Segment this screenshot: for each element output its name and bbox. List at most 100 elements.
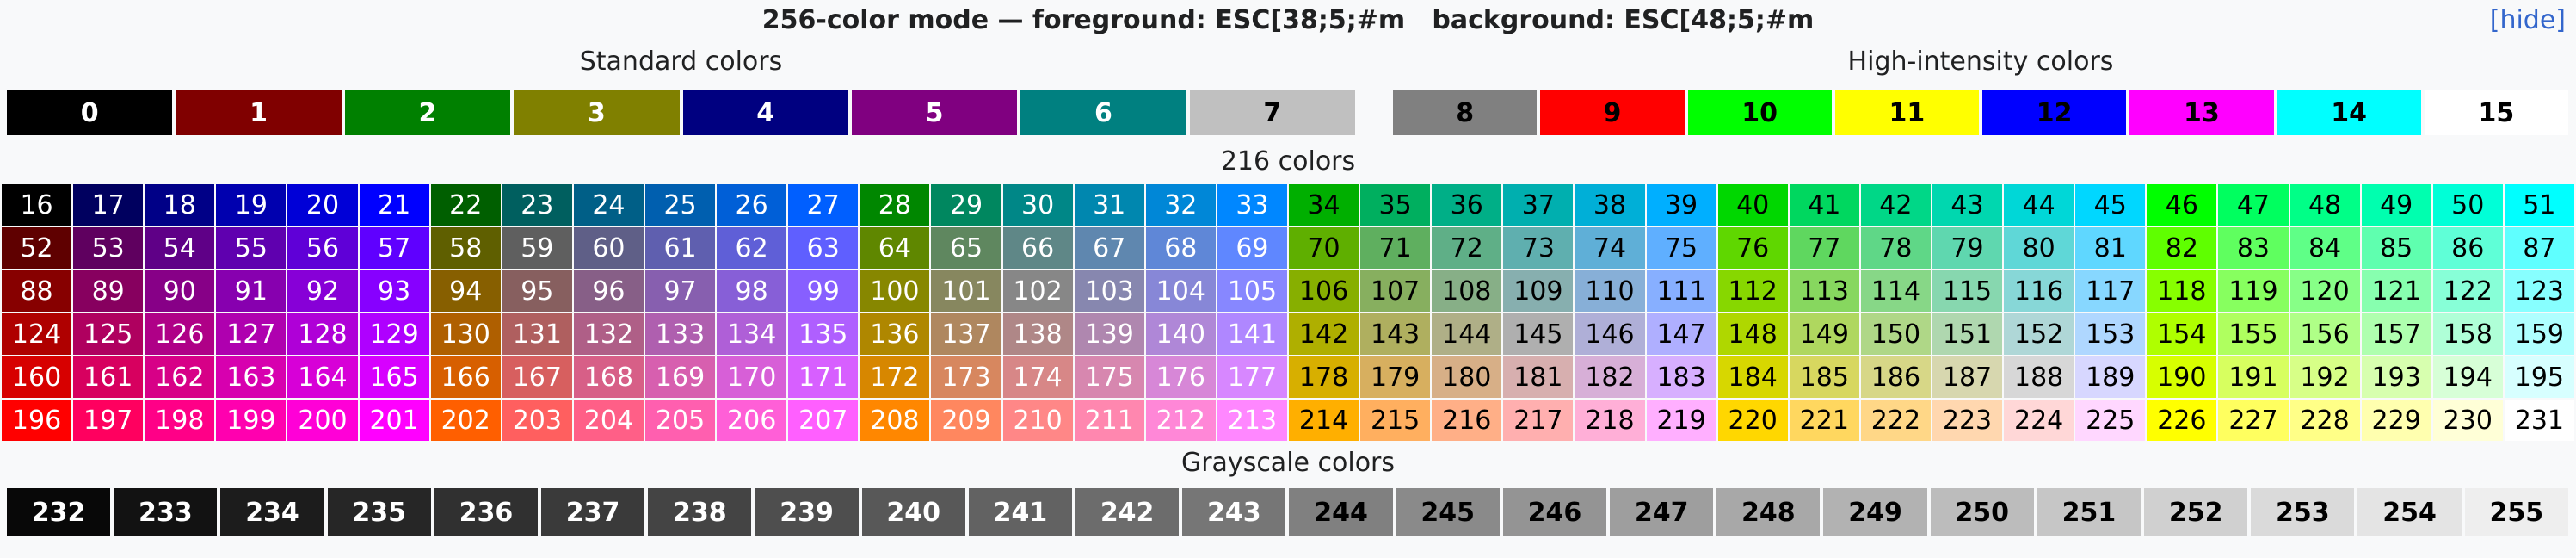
color-cell: 230 [2432,400,2503,441]
color-cell: 232 [7,488,111,536]
color-cell: 226 [2147,400,2217,441]
color-cell: 105 [1217,270,1287,312]
color-cell: 192 [2289,356,2360,398]
color-cell: 206 [717,400,787,441]
color-cell: 207 [788,400,859,441]
color-cell: 17 [73,184,144,226]
color-cell: 44 [2004,184,2074,226]
color-cell: 135 [788,313,859,355]
color-cell: 5 [851,90,1018,135]
color-cell: 178 [1288,356,1359,398]
cube-row: 52 53 54 55 56 57 58 59 60 61 62 63 64 65 66 67 68 69 70 71… [2,227,2574,269]
cube-row: 124 125 126 127 128 129 130 131 132 133 134 135 136 1… [2,313,2574,355]
color-cell: 54 [145,227,215,269]
color-cell: 155 [2218,313,2289,355]
color-cell: 157 [2361,313,2431,355]
color-cell: 103 [1074,270,1144,312]
color-cell: 112 [1717,270,1788,312]
color-cell: 35 [1360,184,1431,226]
color-cell: 18 [145,184,215,226]
color-cell: 39 [1646,184,1716,226]
color-cell: 227 [2218,400,2289,441]
color-cell: 243 [1182,488,1286,536]
color-cell: 234 [220,488,324,536]
color-cell: 110 [1575,270,1645,312]
color-cell: 202 [430,400,501,441]
color-cell: 219 [1646,400,1716,441]
color-cell: 165 [359,356,429,398]
color-cell: 20 [287,184,358,226]
color-cell: 220 [1717,400,1788,441]
color-cell: 122 [2432,270,2503,312]
color-cell: 79 [1932,227,2003,269]
color-cell: 225 [2075,400,2146,441]
section-label: High-intensity colors [1847,46,2114,77]
color-cell: 208 [860,400,930,441]
color-cell: 139 [1074,313,1144,355]
color-cell: 97 [644,270,716,312]
color-cell: 163 [216,356,287,398]
color-cell: 120 [2289,270,2360,312]
color-cell: 117 [2075,270,2146,312]
color-cell: 115 [1932,270,2003,312]
color-cell: 80 [2004,227,2074,269]
color-cell: 136 [860,313,930,355]
color-cell: 204 [573,400,644,441]
color-cell: 25 [644,184,716,226]
color-cell: 83 [2218,227,2289,269]
color-cell: 8 [1393,90,1538,135]
color-cell: 75 [1646,227,1716,269]
color-cell: 89 [73,270,144,312]
color-cell: 175 [1074,356,1144,398]
color-cell: 173 [931,356,1001,398]
color-cell: 73 [1503,227,1574,269]
color-cell: 77 [1789,227,1859,269]
color-cell: 241 [968,488,1073,536]
color-cell: 32 [1145,184,1216,226]
color-cell: 66 [1002,227,1073,269]
color-cell: 209 [931,400,1001,441]
color-cell: 114 [1860,270,1931,312]
color-cell: 221 [1789,400,1859,441]
color-cell: 146 [1575,313,1645,355]
color-cell: 68 [1145,227,1216,269]
color-cell: 130 [430,313,501,355]
color-cell: 216 [1432,400,1502,441]
color-cell: 194 [2432,356,2503,398]
color-cell: 217 [1503,400,1574,441]
color-cell: 9 [1540,90,1685,135]
cube-row: 16 17 18 19 20 21 22 23 24 25 26 27 28 29 30 31 32 33 34 35… [2,184,2574,226]
color-cell: 11 [1834,90,1979,135]
color-cell: 188 [2004,356,2074,398]
section-label: 216 colors [1220,146,1356,177]
color-cell: 30 [1002,184,1073,226]
color-cell: 57 [359,227,429,269]
color-cell: 62 [717,227,787,269]
section-label: Standard colors [579,46,783,77]
color-cell: 160 [2,356,72,398]
color-cell: 90 [145,270,215,312]
color-cell: 212 [1145,400,1216,441]
color-cell: 45 [2075,184,2146,226]
color-cell: 235 [327,488,431,536]
color-cell: 250 [1930,488,2034,536]
high-row: 8 9 10 11 12 13 14 15 [1393,90,2568,135]
color-cell: 244 [1289,488,1393,536]
color-cell: 179 [1360,356,1431,398]
color-cell: 248 [1716,488,1821,536]
hide-toggle[interactable]: [hide] [2489,5,2566,35]
color-cell: 176 [1145,356,1216,398]
color-cell: 182 [1575,356,1645,398]
color-cell: 191 [2218,356,2289,398]
color-cell: 41 [1789,184,1859,226]
color-cell: 104 [1145,270,1216,312]
color-cell: 3 [514,90,680,135]
cube-row: 160 161 162 163 164 165 166 167 168 169 170 171 172 1… [2,356,2574,398]
color-cell: 148 [1717,313,1788,355]
color-cell: 14 [2277,90,2421,135]
color-cell: 253 [2251,488,2355,536]
color-cell: 186 [1860,356,1931,398]
color-cell: 56 [287,227,358,269]
color-cell: 87 [2504,227,2574,269]
color-cell: 69 [1217,227,1287,269]
